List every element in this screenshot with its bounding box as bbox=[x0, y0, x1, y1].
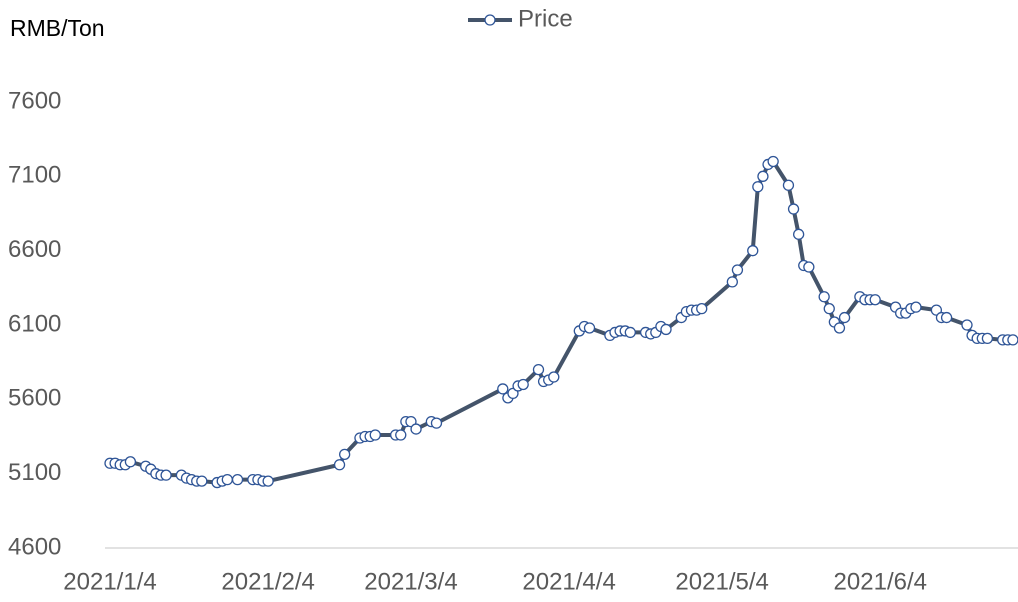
point bbox=[1007, 334, 1018, 346]
y-tick-label: 6600 bbox=[8, 236, 61, 263]
point bbox=[624, 326, 636, 339]
point bbox=[497, 383, 509, 395]
point bbox=[395, 429, 407, 441]
point bbox=[787, 203, 800, 215]
point bbox=[940, 311, 953, 324]
y-tick-label: 6100 bbox=[8, 310, 61, 337]
point bbox=[833, 322, 846, 334]
y-axis-label: RMB/Ton bbox=[10, 15, 105, 41]
y-tick-label: 7600 bbox=[8, 87, 61, 114]
point bbox=[548, 371, 560, 383]
point bbox=[981, 332, 994, 345]
price-line bbox=[110, 159, 1013, 485]
point bbox=[430, 417, 443, 429]
x-tick-label: 2021/6/4 bbox=[834, 568, 927, 595]
point bbox=[583, 322, 596, 334]
y-tick-label: 5100 bbox=[8, 459, 61, 486]
x-tick-label: 2021/4/4 bbox=[522, 568, 615, 595]
point bbox=[517, 378, 529, 391]
point bbox=[793, 228, 805, 240]
point bbox=[823, 302, 835, 315]
x-tick-label: 2021/5/4 bbox=[675, 568, 768, 595]
point bbox=[910, 301, 922, 313]
y-tick-label: 4600 bbox=[8, 533, 61, 560]
point bbox=[838, 311, 851, 324]
point bbox=[160, 469, 172, 481]
point bbox=[369, 429, 381, 441]
point bbox=[124, 456, 137, 468]
legend-marker bbox=[484, 14, 496, 26]
point bbox=[660, 323, 672, 336]
point bbox=[262, 475, 274, 487]
point bbox=[196, 475, 208, 487]
y-tick-label: 7100 bbox=[8, 162, 61, 189]
point bbox=[532, 363, 545, 376]
x-tick-label: 2021/3/4 bbox=[364, 568, 457, 595]
y-tick-label: 5600 bbox=[8, 385, 61, 412]
point bbox=[231, 473, 244, 486]
point bbox=[752, 181, 764, 193]
point bbox=[747, 245, 759, 257]
x-tick-label: 2021/1/4 bbox=[63, 568, 156, 595]
point bbox=[731, 264, 744, 276]
point bbox=[696, 302, 708, 315]
point bbox=[869, 294, 881, 306]
point bbox=[767, 155, 779, 168]
x-tick-label: 2021/2/4 bbox=[221, 568, 314, 595]
point bbox=[726, 276, 738, 288]
point bbox=[410, 423, 422, 435]
point bbox=[818, 291, 830, 303]
point bbox=[757, 170, 769, 182]
legend-label: Price bbox=[518, 5, 573, 32]
point bbox=[961, 319, 973, 331]
point bbox=[221, 473, 233, 486]
point bbox=[339, 448, 351, 460]
point bbox=[803, 261, 815, 273]
point bbox=[333, 459, 346, 471]
point bbox=[782, 179, 795, 191]
